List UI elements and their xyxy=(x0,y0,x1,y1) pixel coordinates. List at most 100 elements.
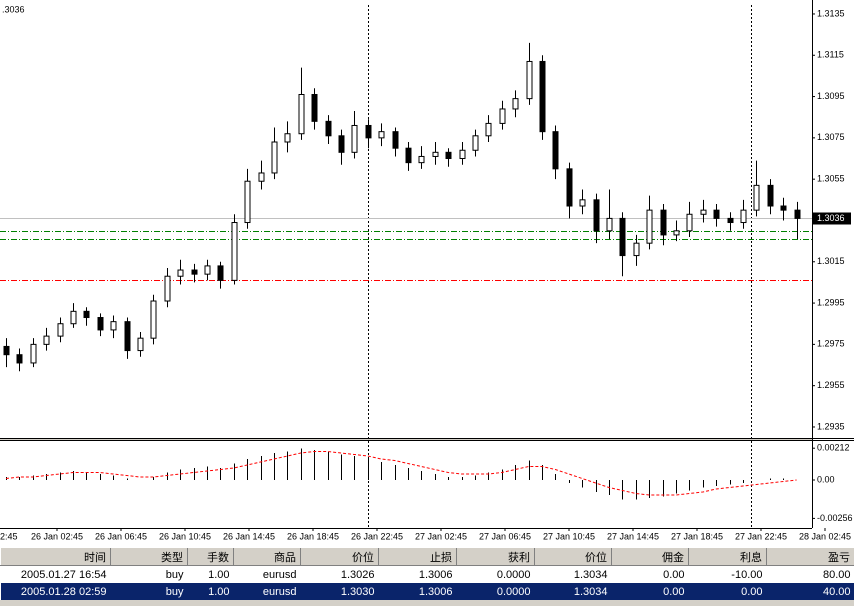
column-header: 类型 xyxy=(110,548,188,566)
candle-body xyxy=(646,209,653,244)
x-tick-label: 26 Jan 18:45 xyxy=(287,531,339,541)
cell: buy xyxy=(165,568,184,581)
candle-body xyxy=(713,209,720,219)
x-tick-label: 26 Jan 06:45 xyxy=(95,531,147,541)
last-price-box xyxy=(813,212,851,225)
column-header: 佣金 xyxy=(611,548,689,566)
y-tick-label: 1.2955 xyxy=(817,380,845,390)
time-axis xyxy=(0,528,854,548)
candle-body xyxy=(217,265,224,281)
cell: 1.3006 xyxy=(378,583,457,600)
candle-body xyxy=(325,120,332,137)
candle-body xyxy=(619,217,626,257)
signal-line xyxy=(5,451,797,496)
column-header: 止损 xyxy=(378,548,457,566)
y-tick-label: 1.2995 xyxy=(817,297,845,307)
candle-body xyxy=(284,133,291,143)
x-tick-label: 27 Jan 18:45 xyxy=(671,531,723,541)
column-header: 盈亏 xyxy=(766,548,854,566)
candle-body xyxy=(124,321,131,352)
candle-body xyxy=(794,209,801,219)
candle-body xyxy=(258,172,265,182)
candle-body xyxy=(351,124,358,153)
candle-body xyxy=(740,209,747,224)
candle-body xyxy=(445,151,452,160)
candle-body xyxy=(472,135,479,151)
candle-body xyxy=(700,209,707,215)
y-tick-label: 1.3095 xyxy=(817,91,845,101)
candle-body xyxy=(660,209,667,236)
y-tick-label: 1.3135 xyxy=(817,8,845,18)
last-price-label: 1.3036 xyxy=(817,213,845,223)
candle-body xyxy=(593,199,600,232)
x-tick-label: 27 Jan 10:45 xyxy=(543,531,595,541)
y-tick-label: 1.3115 xyxy=(817,50,844,60)
cell: 80.00 xyxy=(822,568,851,581)
trade-row[interactable]: 2005.01.27 16:54 buy 1.00 eurusd 1.3026 1.300… xyxy=(1,566,854,584)
candle-body xyxy=(338,135,345,153)
candle-body xyxy=(244,180,251,224)
cell: 1.3034 xyxy=(573,568,608,581)
cell: 1.3030 xyxy=(300,583,379,600)
y-tick-label: 0.00212 xyxy=(817,443,850,453)
candle-body xyxy=(727,217,734,224)
column-header: 价位 xyxy=(300,548,379,566)
x-tick-label: 26 Jan 22:45 xyxy=(351,531,403,541)
candle-body xyxy=(164,275,171,302)
cell: 1.00 xyxy=(208,568,230,581)
candle-body xyxy=(780,205,787,211)
column-header: 手数 xyxy=(187,548,234,566)
candle-body xyxy=(311,93,318,122)
cell: 0.0000 xyxy=(456,583,535,600)
macd-pane xyxy=(0,441,812,528)
cell: 0.00 xyxy=(663,568,685,581)
x-tick-label: 26 Jan 14:45 xyxy=(223,531,275,541)
candle-body xyxy=(177,269,184,277)
y-tick-label: 1.2975 xyxy=(817,339,845,349)
x-tick-label: 26 Jan 02:45 xyxy=(31,531,83,541)
candle-body xyxy=(365,124,372,139)
candle-body xyxy=(686,213,693,232)
candle-body xyxy=(43,335,50,345)
y-tick-label: 0.00 xyxy=(817,474,835,484)
cell: 1.3006 xyxy=(418,568,453,581)
cell: 2005.01.27 16:54 xyxy=(20,568,107,581)
column-header: 获利 xyxy=(456,548,535,566)
y-tick-label: 1.3055 xyxy=(817,174,845,184)
terminal-chart: .3036 1.2935 1.2955 1.2975 1.2995 1.3015 1.30… xyxy=(0,0,854,548)
candle-body xyxy=(485,122,492,137)
candle-body xyxy=(271,141,278,174)
y-tick-label: 1.3015 xyxy=(817,256,845,266)
candle-body xyxy=(405,147,412,164)
candle-body xyxy=(191,269,198,275)
candle-body xyxy=(392,131,399,149)
trade-row[interactable]: 2005.01.28 02:59 buy 1.00 eurusd 1.3030 1.300… xyxy=(0,583,854,600)
candle-body xyxy=(298,93,305,135)
cell: -10.00 xyxy=(731,568,763,581)
cell: eurusd xyxy=(262,568,297,581)
column-header: 商品 xyxy=(233,548,301,566)
candle-body xyxy=(231,222,238,281)
candle-body xyxy=(97,317,104,331)
candle-body xyxy=(767,184,774,207)
column-header: 价位 xyxy=(534,548,612,566)
column-header: 时间 xyxy=(0,548,111,566)
y-tick-label: -0.00256 xyxy=(817,513,853,523)
x-tick-label: 27 Jan 22:45 xyxy=(735,531,787,541)
x-tick-label: 2:45 xyxy=(0,531,18,541)
candle-body xyxy=(110,321,117,331)
candle-body xyxy=(526,60,533,100)
trade-table: 时间 类型 手数 商品 价位 止损 获利 价位 佣金 利息 盈亏 2005.01.27 16:54 b… xyxy=(0,548,854,600)
candle-body xyxy=(204,265,211,275)
candle-body xyxy=(459,149,466,160)
candle-body xyxy=(539,60,546,133)
cell: 1.3026 xyxy=(340,568,375,581)
candle-body xyxy=(137,337,144,352)
x-tick-label: 27 Jan 02:45 xyxy=(415,531,467,541)
corner-label: .3036 xyxy=(2,4,25,14)
cell: 40.00 xyxy=(766,583,854,600)
candle-body xyxy=(633,242,640,257)
candle-body xyxy=(673,230,680,236)
cell: 0.0000 xyxy=(496,568,531,581)
